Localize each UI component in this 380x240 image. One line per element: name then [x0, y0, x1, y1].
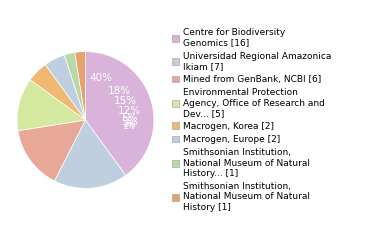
Wedge shape: [54, 120, 126, 188]
Wedge shape: [17, 80, 85, 131]
Wedge shape: [45, 55, 86, 120]
Wedge shape: [18, 120, 86, 181]
Wedge shape: [30, 65, 86, 120]
Text: 5%: 5%: [122, 117, 138, 127]
Wedge shape: [64, 53, 86, 120]
Text: 2%: 2%: [124, 122, 135, 131]
Wedge shape: [75, 52, 86, 120]
Text: 2%: 2%: [124, 120, 136, 129]
Legend: Centre for Biodiversity
Genomics [16], Universidad Regional Amazonica
Ikiam [7],: Centre for Biodiversity Genomics [16], U…: [172, 28, 331, 212]
Wedge shape: [86, 52, 154, 175]
Text: 12%: 12%: [117, 106, 141, 116]
Text: 15%: 15%: [114, 96, 137, 106]
Text: 40%: 40%: [89, 73, 112, 83]
Text: 5%: 5%: [122, 113, 138, 123]
Text: 18%: 18%: [108, 86, 130, 96]
